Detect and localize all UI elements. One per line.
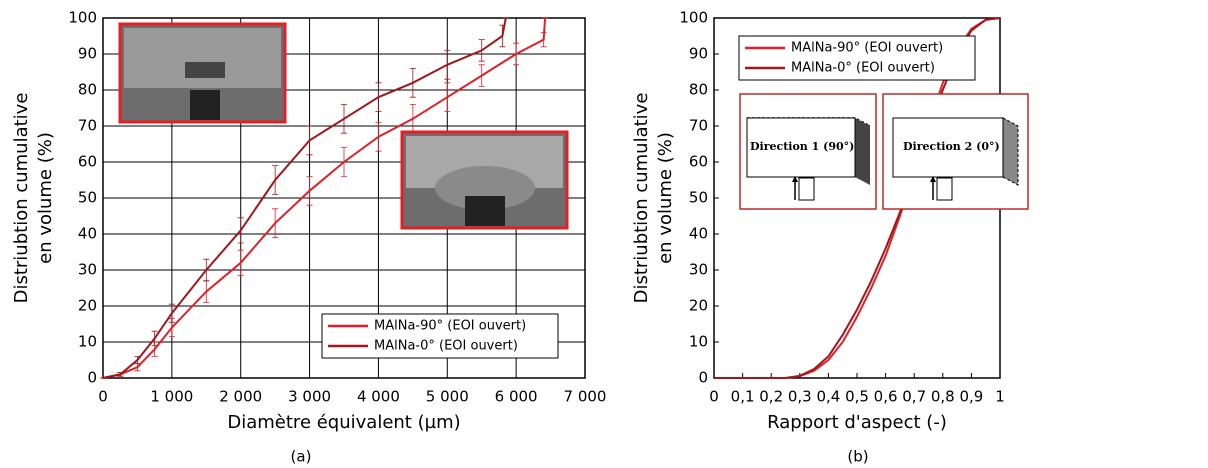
x-tick-label: 3 000 [288, 388, 331, 406]
y-tick-label: 0 [698, 369, 708, 387]
x-tick-label: 0,9 [959, 388, 983, 406]
diagram [739, 93, 877, 210]
x-tick-label: 5 000 [426, 388, 469, 406]
series-line [102, 17, 547, 379]
legend-box [321, 313, 559, 359]
y-tick-label: 50 [78, 189, 97, 207]
y-tick-label: 70 [78, 117, 97, 135]
chart: 0 1 000 2 000 3 000 4 000 5 000 6 000 7 000 0 10 2… [11, 9, 606, 466]
x-tick-label: 0,7 [902, 388, 926, 406]
y-tick-label: 10 [689, 333, 708, 351]
y-tick-label: 10 [78, 333, 97, 351]
y-tick-label: 40 [689, 225, 708, 243]
legend: MAlNa-90° (EOI ouvert) MAlNa-0° (EOI ouve… [321, 313, 559, 359]
caption: (a) [291, 448, 312, 466]
diagram [882, 93, 1029, 210]
annotation: Direction 2 (0°) [903, 140, 1000, 153]
y-tick-label: 80 [689, 81, 708, 99]
x-tick-label: 0,3 [788, 388, 812, 406]
y-tick-label: 90 [689, 45, 708, 63]
y-tick-label: 100 [68, 9, 97, 27]
x-tick-label: 2 000 [219, 388, 262, 406]
x-tick-label: 0,8 [931, 388, 955, 406]
x-tick-label: 0,1 [731, 388, 755, 406]
y-tick-label: 60 [78, 153, 97, 171]
y-axis-label: en volume (%) [35, 132, 56, 264]
x-tick-label: 4 000 [357, 388, 400, 406]
series-line [102, 17, 507, 379]
x-tick-label: 1 [995, 388, 1005, 406]
annotation: Direction 1 (90°) [750, 140, 854, 153]
y-tick-label: 90 [78, 45, 97, 63]
y-tick-label: 80 [78, 81, 97, 99]
x-tick-label: 0 [98, 388, 108, 406]
y-axis-label: Distriubtion cumulative [631, 93, 652, 304]
x-tick-label: 0,5 [845, 388, 869, 406]
x-tick-label: 0 [709, 388, 719, 406]
legend-label: MAlNa-0° (EOI ouvert) [791, 61, 935, 76]
x-tick-label: 1 000 [150, 388, 193, 406]
x-tick-label: 0,6 [874, 388, 898, 406]
photo [400, 130, 569, 230]
y-tick-label: 30 [689, 261, 708, 279]
overlay: MAlNa-90° (EOI ouvert) MAlNa-0° (EOI ouve… [321, 35, 976, 359]
x-axis-label: Diamètre équivalent (µm) [227, 412, 460, 433]
y-tick-label: 50 [689, 189, 708, 207]
x-tick-label: 0,4 [816, 388, 840, 406]
y-tick-label: 40 [78, 225, 97, 243]
x-tick-label: 0,2 [759, 388, 783, 406]
x-tick-label: 7 000 [564, 388, 607, 406]
legend-box [738, 35, 976, 81]
legend: MAlNa-90° (EOI ouvert) MAlNa-0° (EOI ouve… [738, 35, 976, 81]
photo [118, 22, 287, 124]
y-tick-label: 100 [679, 9, 708, 27]
legend-label: MAlNa-90° (EOI ouvert) [791, 41, 943, 56]
y-tick-label: 70 [689, 117, 708, 135]
y-tick-label: 30 [78, 261, 97, 279]
y-tick-label: 20 [78, 297, 97, 315]
y-axis-label: en volume (%) [655, 132, 676, 264]
y-tick-label: 0 [87, 369, 97, 387]
caption: (b) [847, 448, 868, 466]
x-tick-label: 6 000 [495, 388, 538, 406]
x-axis-label: Rapport d'aspect (-) [767, 412, 947, 433]
y-tick-label: 60 [689, 153, 708, 171]
y-axis-label: Distriubtion cumulative [11, 93, 32, 304]
legend-label: MAlNa-0° (EOI ouvert) [374, 339, 518, 354]
y-tick-label: 20 [689, 297, 708, 315]
legend-label: MAlNa-90° (EOI ouvert) [374, 319, 526, 334]
plot-frame [102, 17, 586, 379]
